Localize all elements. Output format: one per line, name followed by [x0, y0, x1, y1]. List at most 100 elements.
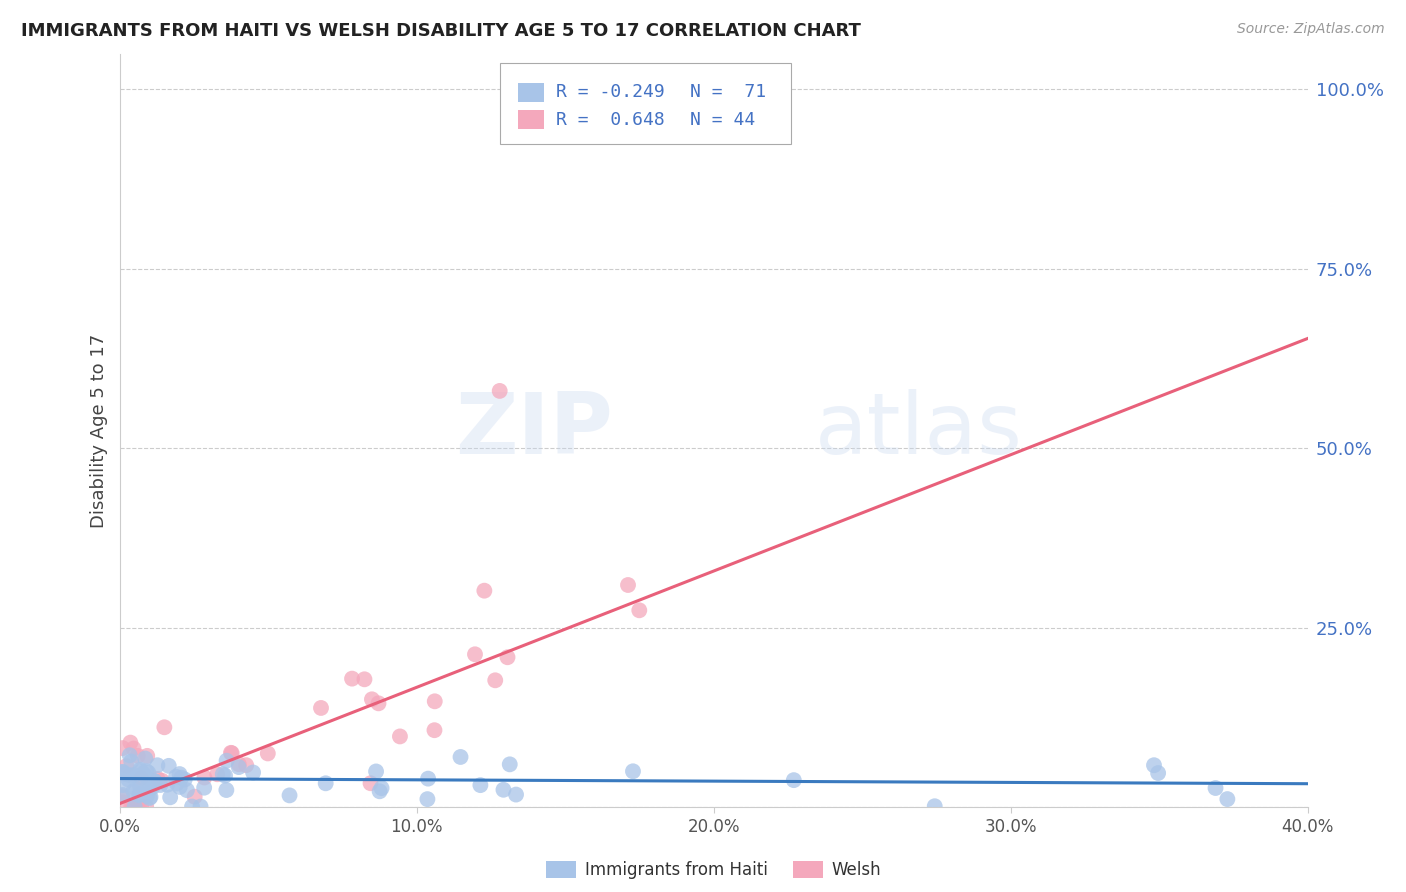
Point: [166, 776, 188, 790]
Point: [505, 788, 527, 802]
Point: [111, 741, 134, 756]
Point: [120, 736, 142, 750]
Point: [368, 784, 391, 798]
Point: [149, 778, 172, 792]
Point: [120, 768, 142, 782]
Point: [146, 772, 169, 786]
Point: [128, 788, 150, 802]
Point: [128, 799, 150, 814]
Point: [619, 96, 641, 111]
Point: [783, 773, 806, 788]
Text: Source: ZipAtlas.com: Source: ZipAtlas.com: [1237, 22, 1385, 37]
Point: [169, 780, 191, 794]
Legend: Immigrants from Haiti, Welsh: Immigrants from Haiti, Welsh: [540, 855, 887, 886]
Point: [221, 746, 243, 760]
Point: [211, 767, 233, 781]
Point: [367, 696, 389, 710]
FancyBboxPatch shape: [499, 62, 790, 144]
Point: [135, 764, 157, 778]
Point: [496, 650, 519, 665]
Point: [111, 796, 134, 810]
Point: [159, 790, 181, 805]
Point: [157, 759, 180, 773]
Point: [1143, 758, 1166, 772]
Point: [628, 603, 651, 617]
Point: [492, 782, 515, 797]
Point: [125, 781, 148, 796]
Point: [141, 780, 163, 795]
Point: [146, 758, 169, 772]
Point: [215, 783, 238, 797]
Point: [134, 751, 156, 765]
Text: R =  0.648: R = 0.648: [555, 111, 664, 128]
Point: [112, 778, 135, 792]
Point: [256, 747, 278, 761]
Point: [423, 723, 446, 738]
Point: [124, 799, 146, 814]
Point: [235, 758, 257, 772]
Point: [315, 776, 337, 790]
Y-axis label: Disability Age 5 to 17: Disability Age 5 to 17: [90, 334, 108, 527]
Point: [128, 789, 150, 803]
Point: [169, 767, 191, 781]
Point: [150, 773, 173, 788]
Point: [193, 771, 215, 785]
Point: [129, 763, 152, 777]
Point: [450, 750, 472, 764]
Point: [143, 773, 166, 788]
Point: [122, 741, 145, 756]
Point: [173, 772, 195, 787]
Point: [219, 746, 242, 760]
Point: [1205, 780, 1227, 795]
Point: [120, 755, 142, 769]
Text: R = -0.249: R = -0.249: [555, 83, 664, 101]
Point: [129, 779, 152, 793]
Point: [183, 789, 205, 804]
Point: [122, 784, 145, 798]
Point: [121, 799, 143, 814]
Point: [181, 799, 204, 814]
Point: [125, 799, 148, 814]
Point: [111, 765, 134, 780]
Point: [135, 789, 157, 803]
Point: [242, 765, 264, 780]
Point: [617, 578, 640, 592]
Point: [111, 764, 134, 779]
Point: [143, 774, 166, 789]
Point: [215, 754, 238, 768]
Point: [156, 778, 179, 792]
Point: [138, 765, 160, 780]
Point: [120, 799, 142, 814]
Point: [416, 772, 439, 786]
Point: [472, 583, 495, 598]
Point: [135, 799, 157, 814]
Point: [138, 791, 160, 805]
Point: [118, 748, 141, 763]
Text: N =  71: N = 71: [690, 83, 766, 101]
Point: [214, 768, 236, 782]
Point: [127, 748, 149, 763]
Point: [488, 384, 510, 398]
Point: [423, 694, 446, 708]
Text: atlas: atlas: [814, 389, 1022, 472]
Point: [361, 692, 384, 706]
Point: [115, 767, 138, 781]
Point: [165, 770, 187, 784]
Point: [364, 764, 387, 779]
Point: [129, 771, 152, 785]
Point: [416, 792, 439, 806]
Point: [193, 780, 215, 795]
Point: [309, 701, 332, 715]
Point: [170, 771, 193, 785]
Point: [360, 776, 382, 790]
Point: [135, 770, 157, 784]
Point: [370, 781, 392, 796]
Text: IMMIGRANTS FROM HAITI VS WELSH DISABILITY AGE 5 TO 17 CORRELATION CHART: IMMIGRANTS FROM HAITI VS WELSH DISABILIT…: [21, 22, 860, 40]
Point: [132, 767, 155, 781]
Point: [464, 648, 486, 662]
Point: [1216, 792, 1239, 806]
FancyBboxPatch shape: [517, 83, 544, 102]
Point: [115, 759, 138, 773]
Point: [129, 799, 152, 814]
Point: [111, 788, 134, 802]
